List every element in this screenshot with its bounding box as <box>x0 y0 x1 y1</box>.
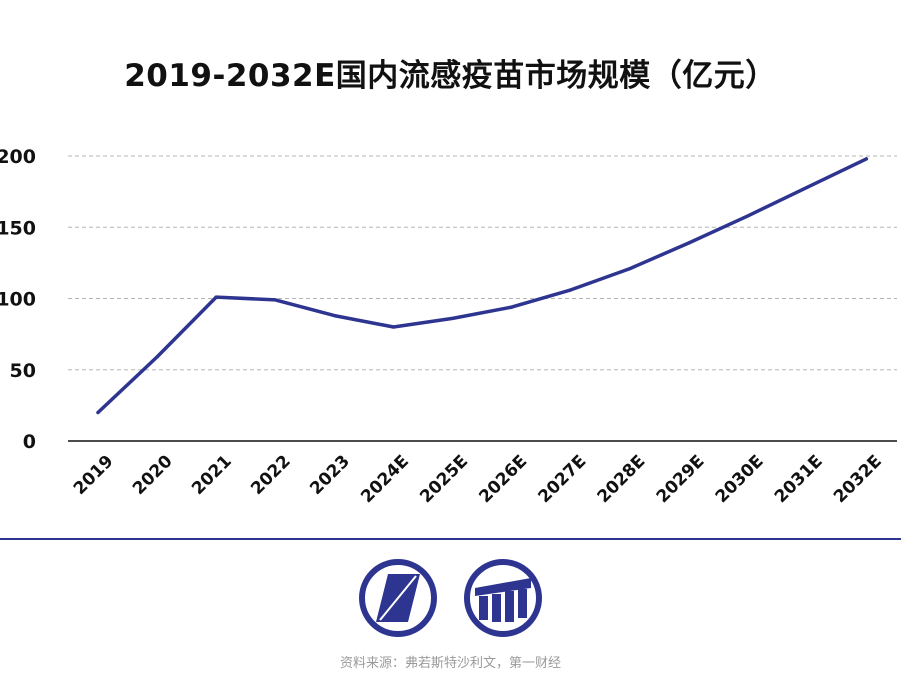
data-point <box>864 157 868 161</box>
x-tick-label: 2020 <box>129 451 177 499</box>
data-point <box>746 214 750 218</box>
y-tick-label: 200 <box>0 146 36 168</box>
data-point <box>569 288 573 292</box>
x-tick-label: 2024E <box>357 451 413 507</box>
x-tick-label: 2031E <box>771 451 827 507</box>
data-point <box>510 305 514 309</box>
series-line-0 <box>96 157 869 415</box>
data-point <box>451 316 455 320</box>
x-tick-label: 2027E <box>535 451 591 507</box>
y-tick-labels: 0 50 100 150 200 <box>0 146 36 453</box>
x-tick-label: 2025E <box>416 451 472 507</box>
source-note: 资料来源：弗若斯特沙利文，第一财经 <box>339 656 561 671</box>
chart-title: 2019-2032E国内流感疫苗市场规模（亿元） <box>124 58 777 94</box>
x-tick-label: 2021 <box>188 451 236 499</box>
data-point <box>155 355 159 359</box>
x-tick-label: 2030E <box>712 451 768 507</box>
x-tick-label: 2019 <box>70 451 118 499</box>
data-point <box>805 185 809 189</box>
data-point <box>687 241 691 245</box>
data-point <box>273 298 277 302</box>
parallelogram-logo-icon <box>359 559 437 637</box>
data-point <box>214 295 218 299</box>
x-tick-label: 2026E <box>475 451 531 507</box>
y-tick-label: 0 <box>23 431 36 453</box>
columns-logo-icon <box>464 559 542 637</box>
x-tick-labels: 2019 2020 2021 2022 2023 2024E 2025E 2026E 2027E… <box>70 451 886 507</box>
x-tick-label: 2023 <box>306 451 354 499</box>
data-point <box>628 267 632 271</box>
data-point <box>96 410 100 415</box>
y-tick-label: 150 <box>0 217 36 239</box>
x-tick-label: 2022 <box>247 451 295 499</box>
y-tick-label: 50 <box>10 360 36 382</box>
x-tick-label: 2029E <box>653 451 709 507</box>
data-point <box>391 325 396 329</box>
series <box>96 157 869 415</box>
grid-lines <box>68 155 897 371</box>
x-tick-label: 2032E <box>830 451 886 507</box>
footer-divider <box>0 538 901 540</box>
y-tick-label: 100 <box>0 289 36 311</box>
x-tick-label: 2028E <box>594 451 650 507</box>
data-point <box>332 314 336 318</box>
